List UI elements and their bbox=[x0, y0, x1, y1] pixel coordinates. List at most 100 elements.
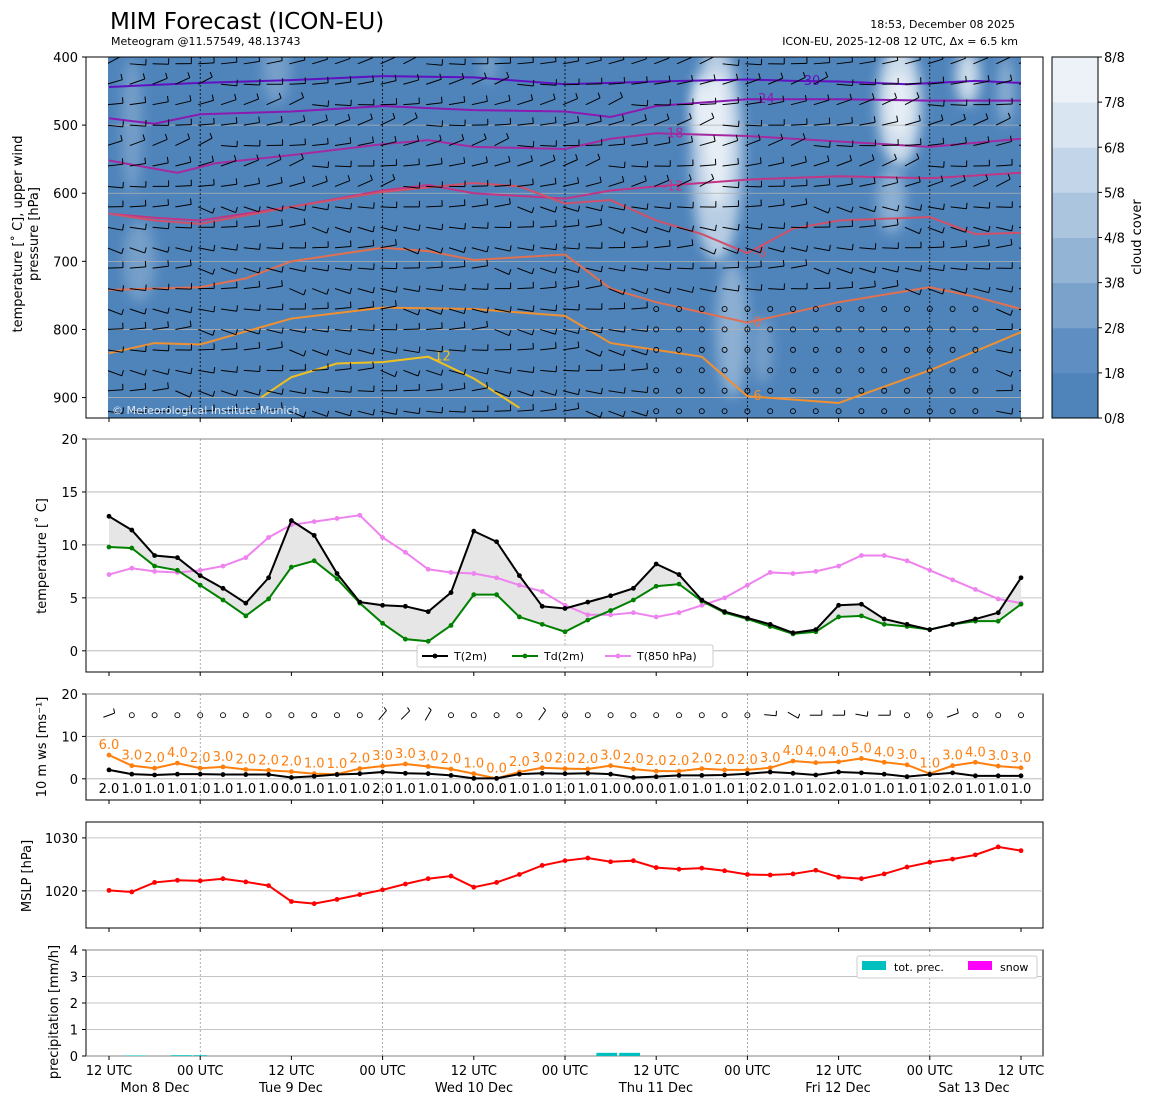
series-point-T(2m) bbox=[220, 585, 226, 591]
isotherm-0 bbox=[108, 246, 1021, 324]
upper-barb-staff bbox=[312, 368, 329, 371]
wind-value-label-gust: 4.0 bbox=[805, 746, 826, 761]
upper-barb-staff bbox=[859, 159, 875, 167]
upper-barb-flag bbox=[804, 156, 807, 162]
upper-barb-staff bbox=[699, 288, 716, 293]
legend-swatch-dot bbox=[432, 653, 438, 659]
upper-barb-staff bbox=[289, 206, 306, 211]
upper-barb-staff bbox=[722, 185, 739, 189]
upper-barb-staff bbox=[654, 81, 671, 85]
calm-marker bbox=[972, 408, 979, 415]
upper-barb-staff bbox=[562, 224, 579, 228]
upper-barb-staff bbox=[927, 206, 944, 211]
upper-barb-flag bbox=[874, 57, 876, 62]
calm-marker bbox=[858, 306, 865, 312]
wind-value-label-gust: 2.0 bbox=[441, 752, 462, 767]
upper-barb-staff bbox=[836, 225, 853, 228]
upper-barb-flag bbox=[1035, 346, 1036, 352]
upper-barb-staff bbox=[243, 206, 260, 213]
wind-value-label-mean: 1.0 bbox=[897, 782, 918, 797]
surface-calm-marker bbox=[584, 712, 591, 719]
upper-barb-flag bbox=[597, 153, 601, 160]
upper-barb-flag bbox=[463, 368, 467, 375]
upper-barb-staff bbox=[722, 78, 738, 85]
upper-barb-flag bbox=[144, 157, 147, 164]
upper-barb-staff bbox=[517, 308, 534, 312]
upper-barb-staff bbox=[426, 327, 443, 330]
upper-barb-flag bbox=[1035, 224, 1036, 230]
wind-value-label-mean: 1.0 bbox=[190, 782, 211, 797]
surface-calm-marker bbox=[151, 712, 158, 719]
mslp-point bbox=[631, 858, 636, 864]
upper-barb-staff bbox=[631, 226, 647, 234]
calm-marker bbox=[904, 408, 910, 415]
upper-barb-flag bbox=[301, 92, 304, 98]
upper-barb-staff bbox=[152, 247, 168, 253]
cloud-blob-4 bbox=[752, 315, 773, 384]
upper-barb-staff bbox=[289, 410, 305, 418]
upper-barb-staff bbox=[175, 138, 190, 146]
upper-barb-staff bbox=[175, 247, 191, 253]
upper-barb-staff bbox=[266, 60, 283, 65]
upper-barb-staff bbox=[859, 267, 875, 274]
ytick-label: 0 bbox=[70, 1050, 78, 1065]
upper-barb-staff bbox=[859, 206, 875, 213]
upper-barb-flag bbox=[395, 225, 398, 232]
upper-barb-staff bbox=[471, 288, 488, 290]
upper-barb-staff bbox=[448, 388, 465, 392]
wind-point-mean bbox=[676, 773, 682, 778]
upper-barb-flag bbox=[258, 389, 261, 396]
upper-barb-staff bbox=[745, 63, 762, 66]
upper-barb-staff bbox=[859, 286, 876, 290]
upper-barb-staff bbox=[950, 206, 967, 210]
upper-barb-flag bbox=[645, 349, 649, 356]
ytick-label: 2 bbox=[70, 997, 78, 1012]
upper-barb-staff bbox=[152, 387, 169, 392]
upper-barb-flag bbox=[735, 73, 739, 80]
upper-barb-staff bbox=[380, 178, 395, 187]
series-point-Td(2m) bbox=[995, 618, 1001, 624]
upper-barb-flag bbox=[668, 75, 671, 82]
upper-barb-flag bbox=[281, 205, 284, 212]
upper-barb-staff bbox=[585, 410, 601, 418]
series-point-T(2m) bbox=[243, 600, 249, 606]
upper-barb-flag bbox=[258, 267, 261, 274]
upper-barb-flag bbox=[486, 245, 489, 252]
isotherm-label--24: -24 bbox=[753, 92, 774, 107]
upper-barb-flag bbox=[577, 177, 580, 184]
wind-point-gust bbox=[129, 763, 135, 769]
wind-value-label-gust: 2.0 bbox=[258, 753, 279, 768]
ytick-label: 4 bbox=[70, 944, 78, 959]
wind-point-mean bbox=[585, 770, 591, 776]
upper-ytick-label: 700 bbox=[53, 255, 78, 270]
upper-barb-staff bbox=[1018, 369, 1021, 372]
wind-value-label-mean: 1.0 bbox=[874, 782, 895, 797]
upper-barb-flag bbox=[873, 116, 876, 123]
wind-value-label-gust: 4.0 bbox=[874, 745, 895, 760]
upper-barb-staff bbox=[950, 180, 966, 187]
upper-barb-staff bbox=[1018, 390, 1021, 392]
upper-barb-staff bbox=[881, 158, 897, 167]
upper-barb-staff bbox=[631, 410, 647, 417]
surface-calm-marker bbox=[128, 712, 135, 719]
time-tick-label: 12 UTC bbox=[815, 1064, 861, 1079]
ytick-label: 20 bbox=[61, 433, 78, 448]
upper-barb-staff bbox=[676, 118, 692, 126]
calm-marker bbox=[835, 408, 842, 415]
colorbar-tick-label: 0/8 bbox=[1104, 412, 1125, 427]
upper-barb-staff bbox=[426, 63, 443, 66]
calm-marker bbox=[904, 367, 910, 374]
upper-barb-staff bbox=[448, 204, 465, 208]
wind-point-mean bbox=[1018, 773, 1024, 779]
upper-barb-flag bbox=[619, 91, 623, 98]
upper-barb-staff bbox=[699, 226, 716, 232]
upper-barb-staff bbox=[471, 100, 488, 106]
wind-point-mean bbox=[904, 774, 910, 780]
upper-barb-staff bbox=[471, 226, 488, 229]
upper-barb-flag bbox=[166, 95, 169, 102]
series-point-T(2m) bbox=[722, 609, 727, 615]
wind-value-label-gust: 2.0 bbox=[235, 752, 256, 767]
calm-marker bbox=[767, 367, 774, 374]
upper-barb-staff bbox=[654, 226, 670, 233]
